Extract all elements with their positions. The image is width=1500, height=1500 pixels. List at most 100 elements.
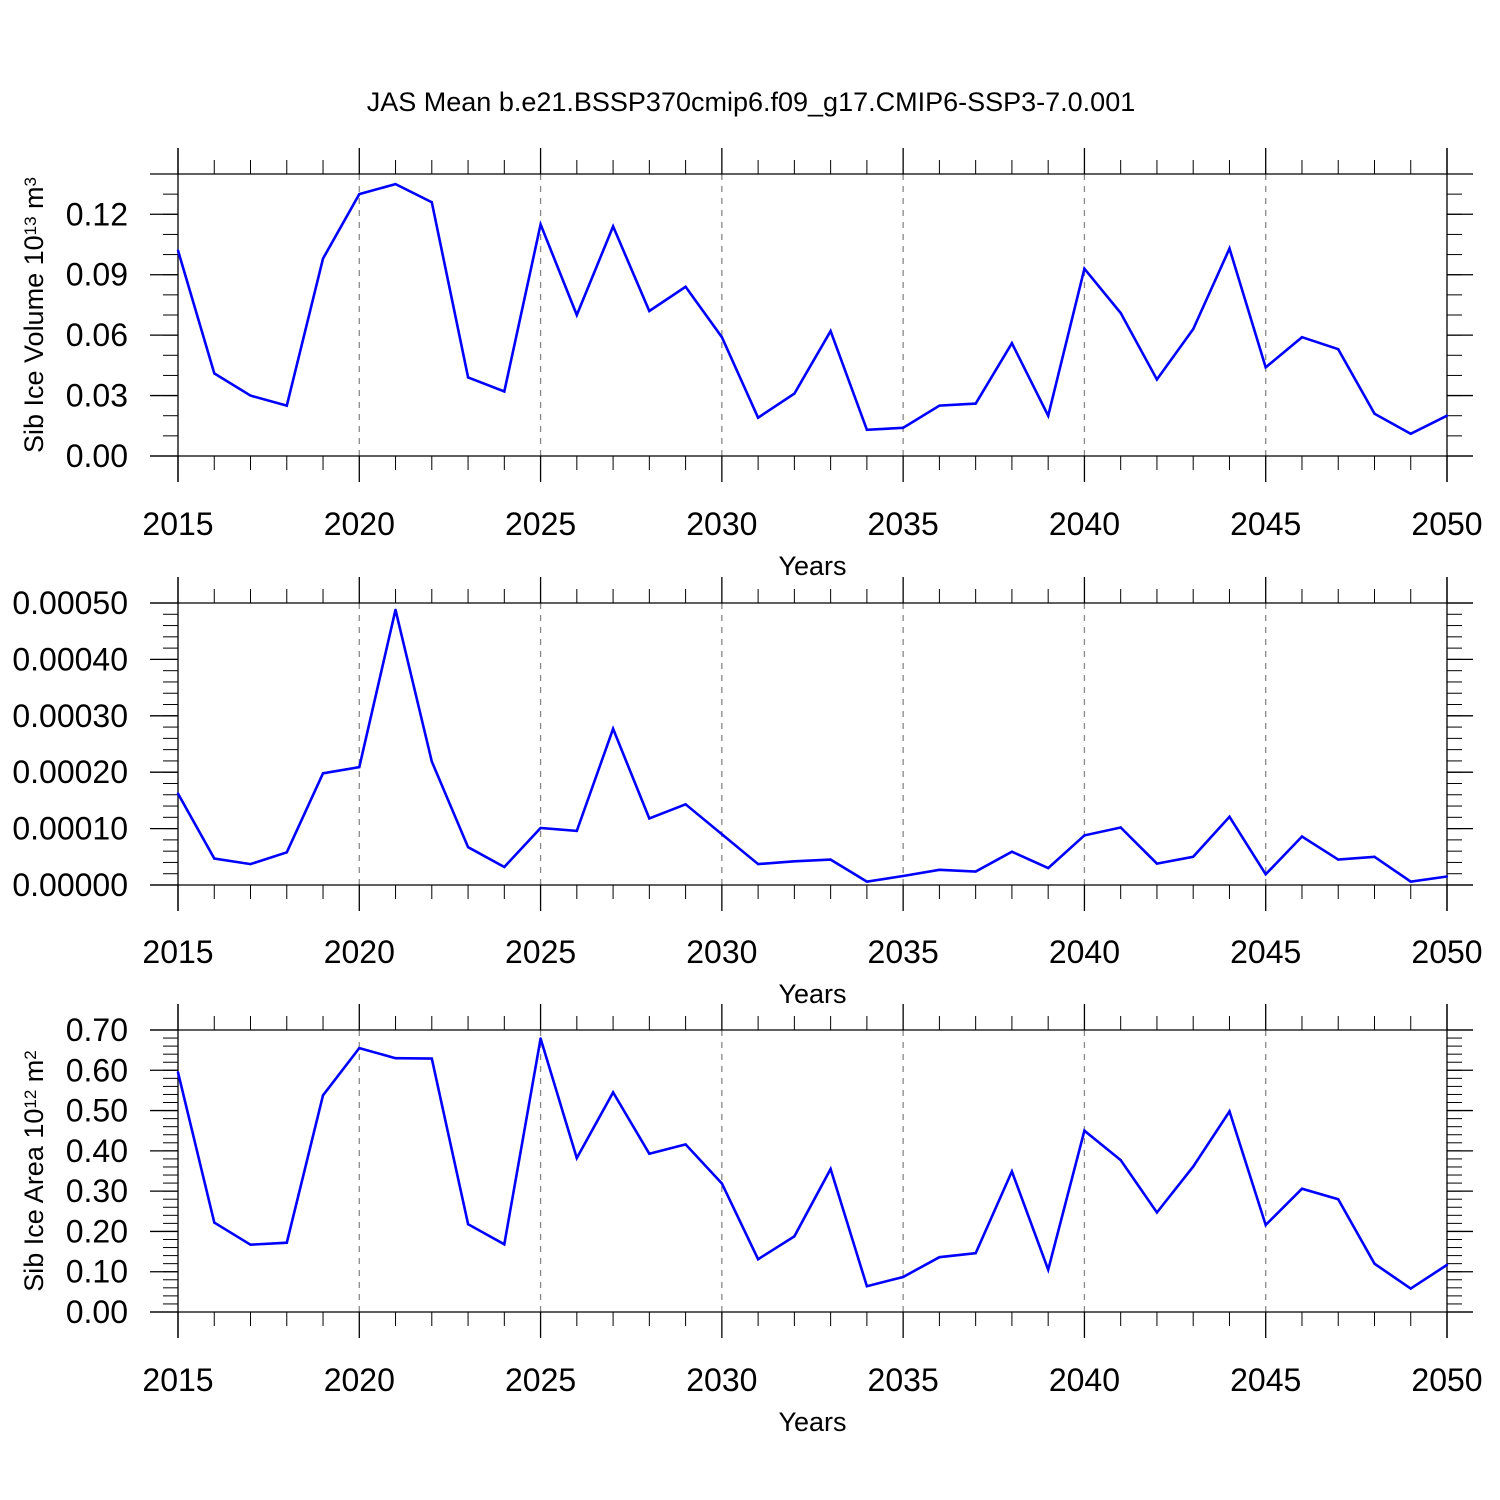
series-line [176,182,1448,436]
data-point [1119,311,1122,315]
x-tick-label: 2020 [324,934,395,970]
data-point [1337,1198,1340,1201]
data-point [285,851,288,854]
x-tick-label: 2030 [686,1362,757,1398]
y-axis-label-superscript: 13 [21,216,40,235]
data-point [865,1285,869,1288]
data-point [358,765,361,769]
data-point [938,868,941,871]
x-tick-label: 2025 [505,506,576,542]
data-point [829,329,832,333]
data-point [974,870,977,873]
data-point [466,846,470,849]
y-tick-label: 0.40 [66,1133,128,1169]
y-axis-label-superscript: 12 [21,1090,40,1109]
data-point [1155,862,1159,865]
data-point [575,313,579,317]
data-point [611,727,615,730]
y-tick-label: 0.09 [66,257,128,293]
x-tick-label: 2035 [868,1362,939,1398]
data-point [503,1243,506,1246]
data-point [1192,327,1195,331]
x-axis-label: Years [778,551,846,581]
y-tick-label: 0.00010 [12,811,128,847]
panel-middle-series: 0.00000 0.00010 0.00020 0.00030 0.00040 0.000… [12,577,1483,1009]
data-point [1192,855,1195,858]
data-point [1083,834,1086,837]
data-point [1445,1263,1449,1267]
data-point [1228,815,1231,818]
y-tick-label: 0.20 [66,1213,128,1249]
y-tick-label: 0.06 [66,317,128,353]
data-point [249,862,252,866]
data-point [503,865,506,869]
data-point [176,249,180,252]
data-point [394,1057,397,1060]
data-point [1300,335,1304,339]
x-tick-label: 2040 [1049,934,1120,970]
y-tick-label: 0.00020 [12,754,128,790]
data-point [358,1046,361,1050]
y-tick-label: 0.00050 [12,585,128,621]
data-point [1119,826,1122,829]
data-point [829,858,832,861]
data-point [1010,850,1014,853]
x-tick-label: 2050 [1411,934,1482,970]
data-point [1409,880,1412,883]
data-point [1264,873,1267,876]
data-point [539,826,542,830]
x-axis-label: Years [778,1407,846,1437]
x-tick-label: 2050 [1411,506,1482,542]
x-axis-label: Years [778,979,846,1009]
data-point [249,394,252,397]
data-point [213,857,216,860]
x-tick-label: 2040 [1049,506,1120,542]
data-point [321,257,325,260]
x-tick-label: 2030 [686,934,757,970]
data-point [1010,1170,1014,1173]
x-tick-label: 2045 [1230,934,1301,970]
y-axis-label-superscript: 2 [21,1050,40,1059]
data-point [974,402,977,405]
x-tick-label: 2025 [505,934,576,970]
y-tick-label: 0.00000 [12,867,128,903]
data-point [176,1071,180,1074]
data-point [321,772,325,775]
data-point [720,1182,724,1185]
data-point [466,1222,470,1226]
data-point [901,874,905,878]
data-point [503,390,506,393]
data-point [648,817,651,820]
data-point [684,803,687,806]
data-point [1264,1223,1267,1227]
y-tick-label: 0.00030 [12,698,128,734]
y-tick-label: 0.70 [66,1012,128,1048]
data-point [430,1057,433,1060]
data-point [1228,1110,1231,1113]
data-point [1264,366,1267,369]
x-tick-label: 2015 [142,506,213,542]
x-tick-label: 2030 [686,506,757,542]
data-point [1083,267,1086,270]
data-point [1192,1165,1195,1168]
data-point [575,1156,579,1160]
y-axis-label: Sib Ice Area 1012 m2 [19,1050,49,1292]
y-tick-label: 0.03 [66,378,128,414]
y-axis-label: Sib Ice Volume 1013 m3 [19,177,49,453]
data-point [1155,378,1159,381]
data-point [974,1251,977,1255]
data-point [611,225,615,228]
data-point [1445,414,1449,417]
data-point [1300,835,1304,838]
data-point [756,1258,760,1261]
data-point [793,860,796,863]
y-tick-label: 0.30 [66,1173,128,1209]
data-point [1300,1187,1304,1190]
data-point [793,392,796,395]
data-point [1046,866,1050,870]
data-point [1046,1268,1050,1271]
y-tick-label: 0.10 [66,1254,128,1290]
data-point [1010,342,1014,345]
